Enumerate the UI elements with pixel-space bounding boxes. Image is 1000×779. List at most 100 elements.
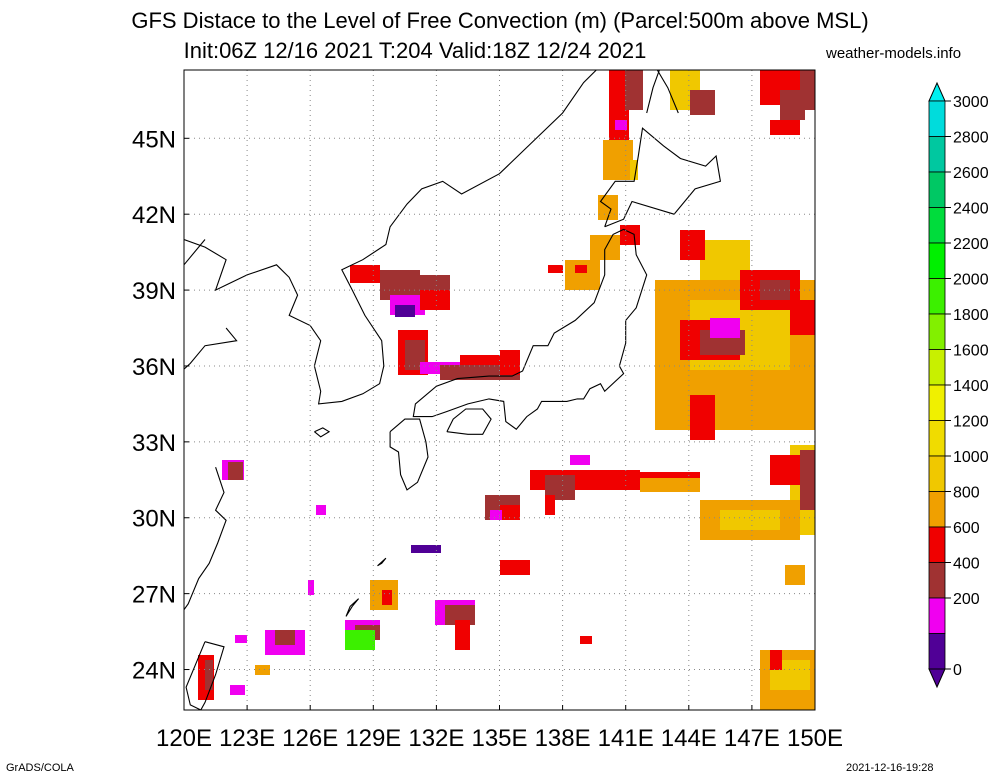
colorbar-swatch: [928, 562, 946, 599]
field-cell: [620, 225, 640, 245]
colorbar-label: 1600: [953, 343, 989, 360]
lat-label: 33N: [132, 430, 176, 457]
lat-label: 30N: [132, 506, 176, 533]
colorbar-label: 1000: [953, 449, 989, 466]
field-cell: [255, 665, 270, 675]
coastline: [345, 598, 360, 617]
colorbar-swatch: [928, 171, 946, 208]
field-cell: [275, 630, 295, 645]
field-cell: [720, 510, 780, 530]
colorbar-swatch: [928, 278, 946, 315]
lat-label: 39N: [132, 278, 176, 305]
credit-text: weather-models.info: [826, 45, 962, 62]
colorbar-swatch: [928, 100, 946, 137]
field-cell: [500, 350, 520, 375]
lon-label: 120E: [156, 725, 212, 752]
colorbar-swatch: [928, 242, 946, 279]
latitude-labels: 45N 42N 39N 36N 33N 30N 27N 24N: [132, 126, 176, 684]
lat-label: 24N: [132, 658, 176, 685]
field-cell: [548, 265, 563, 273]
field-cell: [350, 265, 380, 283]
field-cell: [395, 305, 415, 317]
field-cell: [575, 265, 587, 273]
colorbar-label: 2200: [953, 236, 989, 253]
lat-label: 36N: [132, 354, 176, 381]
lon-label: 135E: [471, 725, 527, 752]
coastline: [184, 327, 238, 370]
colorbar-label: 1800: [953, 307, 989, 324]
field-cell: [490, 510, 502, 520]
colorbar-swatch: [928, 455, 946, 492]
coastline: [646, 70, 660, 114]
field-cell: [790, 300, 815, 335]
lon-label: 129E: [345, 725, 401, 752]
field-cell: [228, 462, 243, 480]
lon-label: 132E: [408, 725, 464, 752]
colorbar-label: 600: [953, 520, 980, 537]
field-cell: [625, 70, 643, 110]
field-cell: [615, 120, 627, 130]
field-cell: [690, 90, 715, 115]
coastline: [446, 408, 492, 435]
field-cell: [710, 318, 740, 338]
colorbar-label: 2000: [953, 272, 989, 289]
colorbar-swatch: [928, 633, 946, 670]
field-cell: [603, 140, 633, 180]
colorbar-swatch: [928, 420, 946, 457]
colorbar-swatch: [928, 384, 946, 421]
coastline: [185, 641, 225, 710]
field-cell: [460, 355, 500, 365]
field-cell: [500, 560, 530, 575]
lat-label: 42N: [132, 202, 176, 229]
colorbar-label: 1400: [953, 378, 989, 395]
lon-label: 138E: [535, 725, 591, 752]
field-cell: [411, 545, 441, 553]
map-subtitle: Init:06Z 12/16 2021 T:204 Valid:18Z 12/2…: [183, 38, 647, 63]
colorbar-swatch: [928, 597, 946, 634]
colorbar-label: 400: [953, 556, 980, 573]
field-cell: [345, 630, 375, 650]
colorbar-label: 800: [953, 485, 980, 502]
field-cell: [800, 450, 815, 510]
field-cell: [609, 70, 629, 160]
field-cell: [580, 636, 592, 644]
coastline: [656, 70, 679, 114]
coastline: [184, 467, 227, 611]
lat-label: 27N: [132, 582, 176, 609]
colorbar-label: 2600: [953, 165, 989, 182]
colorbar-swatch: [928, 207, 946, 244]
field-cell: [565, 260, 600, 290]
field-cell: [800, 70, 815, 110]
coastline: [377, 557, 387, 567]
colorbar-top-arrow: [928, 81, 946, 102]
colorbar-bottom-arrow: [928, 668, 946, 689]
field-cell: [420, 290, 450, 310]
colorbar-swatch: [928, 491, 946, 528]
map-title: GFS Distace to the Level of Free Convect…: [131, 8, 869, 33]
field-cell: [316, 505, 326, 515]
field-cell: [500, 505, 520, 520]
colorbar-swatch: [928, 526, 946, 563]
colorbar-label: 200: [953, 591, 980, 608]
colorbar-label: 2400: [953, 201, 989, 218]
coastline: [314, 427, 331, 438]
field-cell: [235, 635, 247, 643]
coastline: [389, 418, 429, 491]
field-cell: [382, 590, 392, 605]
lon-label: 147E: [724, 725, 780, 752]
footer-software: GrADS/COLA: [6, 762, 74, 774]
colorbar-label: 3000: [953, 94, 989, 111]
coastline: [184, 70, 597, 405]
lat-label: 45N: [132, 126, 176, 153]
field-cell: [230, 685, 245, 695]
field-cell: [570, 455, 590, 465]
lon-label: 123E: [219, 725, 275, 752]
lon-label: 150E: [787, 725, 843, 752]
field-cell: [308, 580, 314, 595]
map-frame: [183, 69, 816, 711]
colorbar-swatch: [928, 136, 946, 173]
field-cell: [680, 230, 705, 260]
colorbar-label: 0: [953, 662, 962, 679]
colorbar-swatch: [928, 313, 946, 350]
